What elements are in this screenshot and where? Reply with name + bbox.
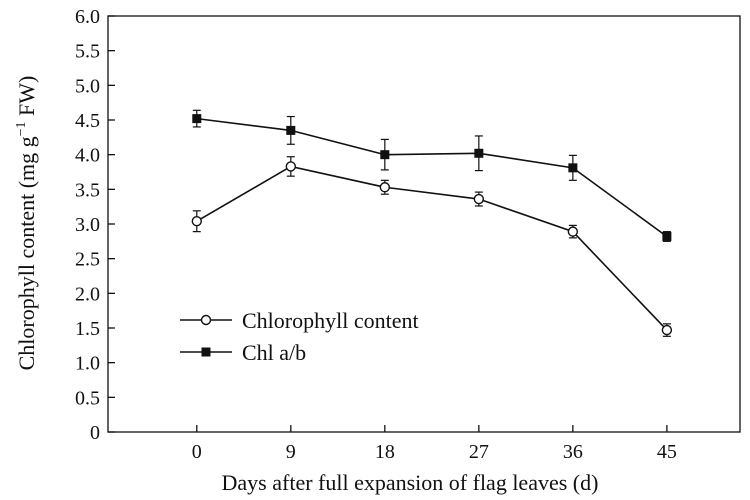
data-point bbox=[379, 182, 391, 193]
y-tick-label: 0 bbox=[90, 422, 100, 444]
y-tick-label: 3.0 bbox=[75, 214, 100, 236]
legend-item: Chlorophyll content bbox=[180, 308, 419, 333]
series-chlorophyll-content bbox=[191, 156, 673, 337]
y-tick-label: 4.5 bbox=[75, 110, 100, 132]
data-point bbox=[286, 125, 296, 135]
y-tick-label: 6.0 bbox=[75, 6, 100, 28]
data-point bbox=[285, 161, 297, 172]
y-axis-title-unit: FW) bbox=[14, 76, 39, 122]
y-tick-label: 5.0 bbox=[75, 75, 100, 97]
data-point bbox=[380, 150, 390, 160]
y-tick-label: 0.5 bbox=[75, 387, 100, 409]
x-tick-label: 9 bbox=[286, 441, 296, 463]
x-tick-label: 45 bbox=[657, 441, 677, 463]
x-tick-label: 18 bbox=[375, 441, 395, 463]
legend-label: Chl a/b bbox=[242, 340, 306, 365]
series-line bbox=[196, 165, 668, 331]
legend-marker bbox=[201, 347, 211, 357]
x-axis-title: Days after full expansion of flag leaves… bbox=[222, 470, 599, 495]
y-tick-label: 1.0 bbox=[75, 353, 100, 375]
data-point bbox=[192, 114, 202, 124]
y-tick-label: 2.5 bbox=[75, 249, 100, 271]
x-tick-label: 0 bbox=[192, 441, 202, 463]
series-line bbox=[196, 117, 668, 238]
y-axis-title: Chlorophyll content (mg g−1 FW) bbox=[14, 76, 39, 371]
y-axis-title-main: Chlorophyll content (mg g bbox=[14, 136, 39, 370]
data-point bbox=[474, 148, 484, 158]
data-point bbox=[567, 226, 579, 237]
series-chl-ab bbox=[192, 109, 672, 242]
x-tick-label: 27 bbox=[469, 441, 489, 463]
y-tick-label: 5.5 bbox=[75, 41, 100, 63]
data-point bbox=[191, 216, 202, 227]
data-point bbox=[568, 163, 578, 173]
x-tick-label: 36 bbox=[563, 441, 583, 463]
plot-frame bbox=[107, 15, 741, 433]
series-layer bbox=[191, 109, 673, 337]
legend: Chlorophyll content Chl a/b bbox=[180, 308, 419, 365]
data-point bbox=[662, 231, 672, 241]
y-axis-title-superscript: −1 bbox=[14, 121, 29, 136]
legend-marker bbox=[200, 314, 212, 326]
y-tick-label: 4.0 bbox=[75, 145, 100, 167]
legend-label: Chlorophyll content bbox=[242, 308, 419, 333]
y-tick-label: 2.0 bbox=[75, 283, 100, 305]
legend-item: Chl a/b bbox=[180, 340, 306, 365]
data-point bbox=[473, 193, 485, 205]
axes: 0 0.5 1.0 1.5 2.0 2.5 3.0 3.5 4.0 4.5 5.0 5.5 6.0 0 9 1… bbox=[75, 6, 741, 463]
y-tick-label: 1.5 bbox=[75, 318, 100, 340]
data-point bbox=[661, 324, 673, 336]
y-tick-label: 3.5 bbox=[75, 179, 100, 201]
